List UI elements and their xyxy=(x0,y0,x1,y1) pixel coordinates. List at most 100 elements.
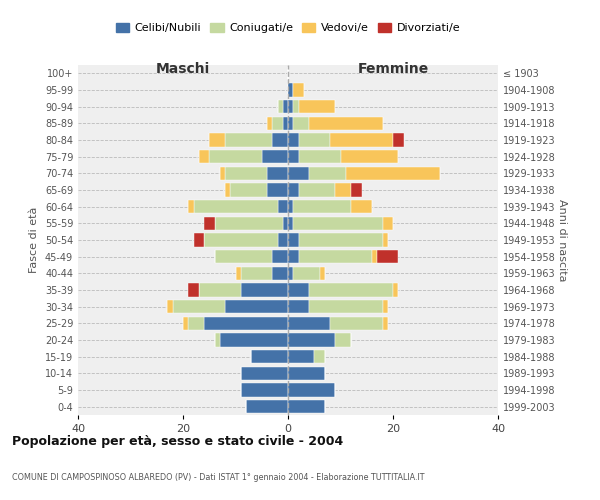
Bar xyxy=(272,250,288,264)
Bar xyxy=(372,250,377,264)
Bar xyxy=(215,250,272,264)
Bar xyxy=(188,200,193,213)
Bar xyxy=(288,334,335,346)
Bar xyxy=(288,84,293,96)
Bar xyxy=(209,134,225,146)
Bar xyxy=(283,216,288,230)
Bar xyxy=(293,116,309,130)
Bar xyxy=(235,266,241,280)
Bar xyxy=(377,250,398,264)
Bar xyxy=(225,184,230,196)
Bar xyxy=(383,316,388,330)
Bar xyxy=(309,300,383,314)
Bar xyxy=(288,384,335,396)
Bar xyxy=(299,234,383,246)
Bar xyxy=(320,266,325,280)
Bar xyxy=(267,184,288,196)
Bar xyxy=(293,84,304,96)
Bar xyxy=(241,266,272,280)
Bar xyxy=(383,234,388,246)
Bar xyxy=(299,150,341,164)
Y-axis label: Fasce di età: Fasce di età xyxy=(29,207,39,273)
Bar xyxy=(288,400,325,413)
Bar xyxy=(288,250,299,264)
Bar xyxy=(288,166,309,180)
Bar xyxy=(173,300,225,314)
Bar xyxy=(351,184,361,196)
Bar xyxy=(314,350,325,364)
Bar xyxy=(288,316,330,330)
Bar xyxy=(288,200,293,213)
Bar xyxy=(272,134,288,146)
Bar xyxy=(188,284,199,296)
Bar xyxy=(288,300,309,314)
Bar xyxy=(267,116,272,130)
Bar xyxy=(288,184,299,196)
Bar xyxy=(215,216,283,230)
Legend: Celibi/Nubili, Coniugati/e, Vedovi/e, Divorziati/e: Celibi/Nubili, Coniugati/e, Vedovi/e, Di… xyxy=(112,18,464,38)
Bar xyxy=(288,350,314,364)
Bar xyxy=(293,100,299,114)
Bar xyxy=(193,234,204,246)
Bar xyxy=(299,134,330,146)
Bar xyxy=(393,134,404,146)
Bar xyxy=(383,216,393,230)
Bar xyxy=(199,150,209,164)
Bar xyxy=(220,334,288,346)
Bar xyxy=(309,116,383,130)
Bar xyxy=(283,100,288,114)
Bar xyxy=(293,266,320,280)
Bar xyxy=(267,166,288,180)
Bar xyxy=(277,200,288,213)
Bar xyxy=(241,284,288,296)
Bar xyxy=(309,284,393,296)
Bar xyxy=(288,366,325,380)
Y-axis label: Anni di nascita: Anni di nascita xyxy=(557,198,567,281)
Bar xyxy=(299,184,335,196)
Bar xyxy=(167,300,173,314)
Bar xyxy=(193,200,277,213)
Bar xyxy=(272,116,283,130)
Bar xyxy=(288,234,299,246)
Bar xyxy=(272,266,288,280)
Text: Femmine: Femmine xyxy=(358,62,428,76)
Bar xyxy=(351,200,372,213)
Bar xyxy=(299,250,372,264)
Bar xyxy=(225,166,267,180)
Bar xyxy=(335,334,351,346)
Bar xyxy=(346,166,440,180)
Bar xyxy=(262,150,288,164)
Bar xyxy=(225,300,288,314)
Bar xyxy=(309,166,346,180)
Bar xyxy=(393,284,398,296)
Bar xyxy=(246,400,288,413)
Bar xyxy=(277,234,288,246)
Bar xyxy=(341,150,398,164)
Bar xyxy=(383,300,388,314)
Bar xyxy=(288,266,293,280)
Text: Maschi: Maschi xyxy=(156,62,210,76)
Text: COMUNE DI CAMPOSPINOSO ALBAREDO (PV) - Dati ISTAT 1° gennaio 2004 - Elaborazione: COMUNE DI CAMPOSPINOSO ALBAREDO (PV) - D… xyxy=(12,473,425,482)
Bar xyxy=(241,366,288,380)
Bar xyxy=(225,134,272,146)
Bar xyxy=(288,150,299,164)
Bar xyxy=(204,234,277,246)
Bar xyxy=(204,316,288,330)
Bar xyxy=(288,100,293,114)
Bar xyxy=(220,166,225,180)
Bar xyxy=(299,100,335,114)
Bar xyxy=(277,100,283,114)
Bar xyxy=(283,116,288,130)
Bar xyxy=(204,216,215,230)
Bar xyxy=(215,334,220,346)
Bar xyxy=(293,200,351,213)
Bar xyxy=(335,184,351,196)
Bar xyxy=(288,134,299,146)
Bar xyxy=(230,184,267,196)
Bar xyxy=(288,284,309,296)
Bar xyxy=(288,216,293,230)
Bar xyxy=(330,134,393,146)
Bar xyxy=(241,384,288,396)
Bar xyxy=(288,116,293,130)
Bar xyxy=(199,284,241,296)
